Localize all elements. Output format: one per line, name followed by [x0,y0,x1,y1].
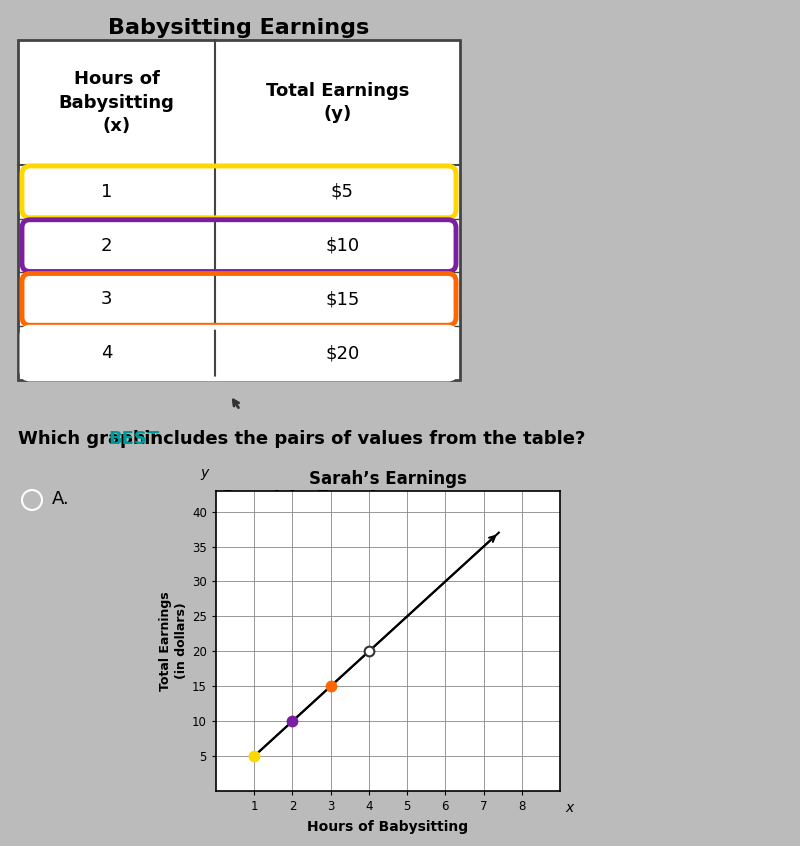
Text: 1: 1 [101,183,112,201]
Text: 4: 4 [101,344,112,362]
Text: $15: $15 [326,290,360,309]
Text: Total Earnings
(y): Total Earnings (y) [266,82,409,124]
Text: Hours of
Babysitting
(x): Hours of Babysitting (x) [58,70,174,135]
Text: Sarah’s Earnings: Sarah’s Earnings [220,490,419,510]
Text: Which graph: Which graph [18,430,152,448]
Text: x: x [566,801,574,816]
Bar [18,40,460,380]
Text: $5: $5 [331,183,354,201]
Y-axis label: Total Earnings
(in dollars): Total Earnings (in dollars) [159,591,188,690]
Text: Babysitting Earnings: Babysitting Earnings [108,18,370,38]
Text: y: y [201,466,209,481]
Text: $10: $10 [326,237,359,255]
Text: $20: $20 [326,344,360,362]
Text: includes the pairs of values from the table?: includes the pairs of values from the ta… [138,430,586,448]
X-axis label: Hours of Babysitting: Hours of Babysitting [307,820,469,834]
Text: A.: A. [52,490,70,508]
Text: 2: 2 [101,237,112,255]
Title: Sarah’s Earnings: Sarah’s Earnings [309,470,467,488]
Text: 3: 3 [101,290,112,309]
Text: BEST: BEST [108,430,159,448]
